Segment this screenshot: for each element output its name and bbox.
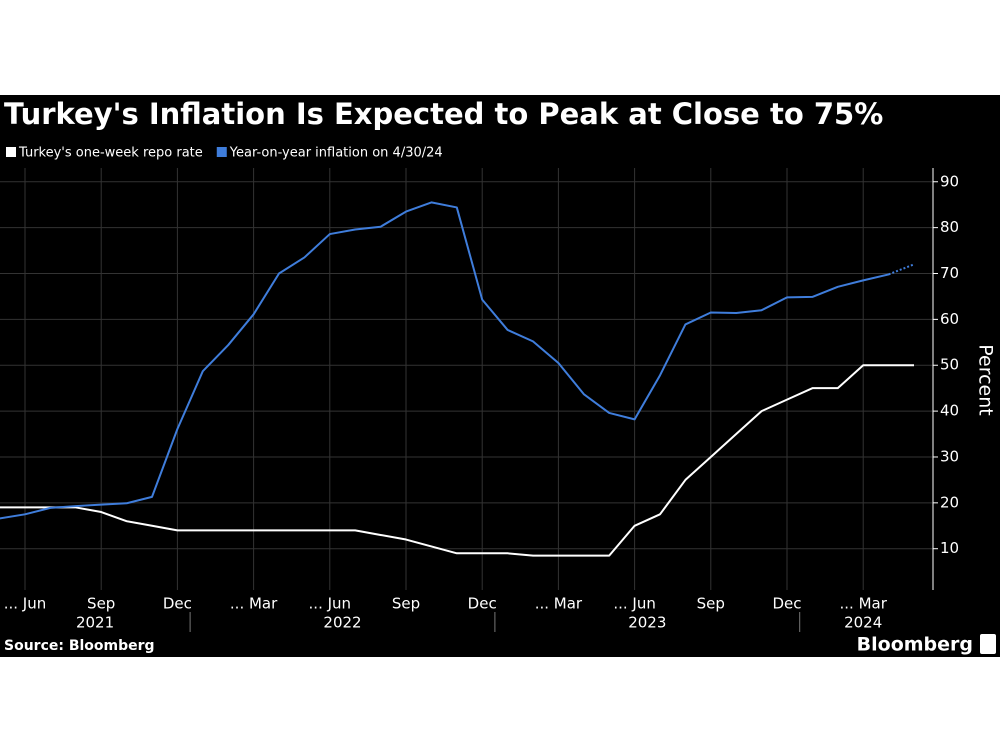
x-tick-label: Dec — [468, 595, 497, 613]
year-label: 2023 — [628, 614, 666, 632]
source: Source: Bloomberg — [4, 638, 155, 654]
series-line — [0, 201, 915, 520]
y-tick-label: 70 — [940, 264, 959, 282]
chart-background — [0, 95, 1000, 657]
legend-label: Year-on-year inflation on 4/30/24 — [229, 146, 443, 161]
x-tick-label: ... Jun — [309, 595, 352, 613]
x-tick-label: Sep — [697, 595, 725, 613]
x-tick-label: Dec — [772, 595, 801, 613]
y-tick-label: 80 — [940, 218, 959, 236]
x-tick-label: Sep — [87, 595, 115, 613]
brand-icon — [980, 634, 996, 654]
year-label: 2024 — [844, 614, 882, 632]
x-tick-label: ... Mar — [840, 595, 888, 613]
x-tick-label: Dec — [163, 595, 192, 613]
y-tick-label: 40 — [940, 402, 959, 420]
year-label: 2021 — [76, 614, 114, 632]
y-tick-label: 50 — [940, 356, 959, 374]
year-label: 2022 — [323, 614, 361, 632]
y-tick-label: 20 — [940, 493, 959, 511]
legend-swatch — [6, 147, 16, 157]
chart-title: Turkey's Inflation Is Expected to Peak a… — [4, 97, 883, 131]
x-tick-label: Sep — [392, 595, 420, 613]
y-tick-label: 90 — [940, 172, 959, 190]
y-axis-label: Percent — [975, 344, 997, 416]
x-tick-label: ... Jun — [613, 595, 656, 613]
x-tick-label: ... Jun — [4, 595, 47, 613]
legend-swatch — [216, 147, 227, 157]
x-tick-label: ... Mar — [535, 595, 583, 613]
legend-label: Turkey's one-week repo rate — [18, 146, 203, 161]
x-tick-label: ... Mar — [230, 595, 278, 613]
y-tick-label: 30 — [940, 447, 959, 465]
y-tick-label: 10 — [940, 539, 959, 557]
y-tick-label: 60 — [940, 310, 959, 328]
series-line — [0, 364, 914, 557]
brand: Bloomberg — [857, 634, 973, 656]
